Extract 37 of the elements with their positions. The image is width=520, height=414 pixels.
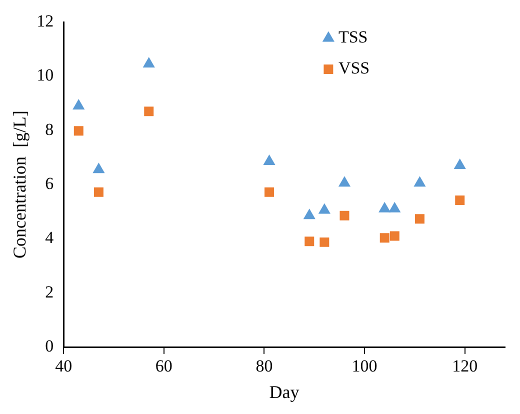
x-tick-label: 120	[452, 356, 478, 376]
point	[390, 231, 400, 241]
y-tick-label: 12	[36, 11, 54, 30]
point	[340, 210, 350, 220]
x-axis-title: Day	[269, 382, 300, 402]
point	[320, 237, 330, 247]
y-tick-label: 4	[45, 228, 54, 248]
point	[304, 209, 316, 220]
y-tick-label: 8	[45, 120, 54, 139]
legend-label: VSS	[338, 58, 370, 78]
point	[388, 202, 400, 212]
point	[380, 233, 390, 243]
point	[318, 204, 330, 214]
point	[143, 57, 155, 68]
point	[74, 126, 84, 136]
y-tick-label: 6	[45, 174, 54, 193]
point	[455, 195, 465, 205]
legend-label: TSS	[338, 28, 368, 47]
x-tick-label: 100	[352, 356, 378, 376]
x-tick-label: 80	[256, 356, 273, 376]
point	[93, 163, 104, 174]
x-tick-label: 60	[155, 356, 172, 376]
point	[414, 214, 424, 224]
point	[264, 187, 274, 197]
x-tick-label: 40	[55, 356, 72, 376]
y-tick-label: 10	[36, 66, 54, 85]
point	[378, 202, 390, 212]
point	[454, 159, 466, 170]
point	[304, 236, 314, 246]
point	[414, 176, 426, 187]
point	[72, 99, 84, 110]
point	[94, 187, 104, 197]
y-axis-title: Concentration [g/L]	[10, 110, 30, 258]
y-tick-label: 2	[45, 282, 54, 302]
point	[264, 154, 275, 165]
point	[338, 176, 350, 187]
y-tick-label: 0	[45, 336, 54, 356]
